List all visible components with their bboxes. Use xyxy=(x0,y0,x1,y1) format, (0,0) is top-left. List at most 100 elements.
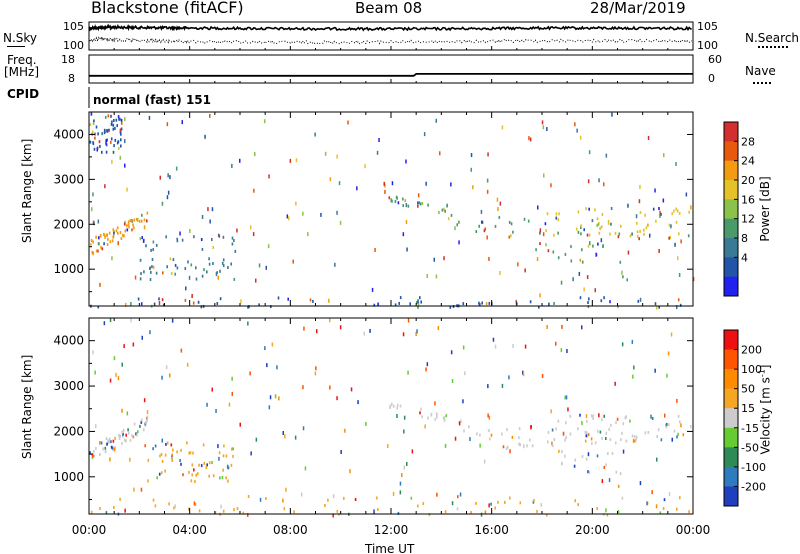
velocity-colorbar-tick-label: -200 xyxy=(741,480,766,493)
power-pixel xyxy=(200,238,203,241)
power-pixel xyxy=(216,302,219,305)
power-noise-pixel xyxy=(524,268,526,273)
power-pixel xyxy=(218,234,221,238)
velocity-pixel xyxy=(564,454,566,458)
power-pixel xyxy=(116,226,119,230)
velocity-pixel xyxy=(417,504,419,508)
nave-tick-top: 60 xyxy=(708,53,722,66)
power-noise-pixel xyxy=(472,185,474,190)
velocity-noise-pixel xyxy=(488,415,491,420)
power-pixel xyxy=(675,207,677,211)
beam-title: Beam 08 xyxy=(355,0,423,17)
velocity-pixel xyxy=(610,423,612,427)
velocity-pixel xyxy=(622,422,625,426)
velocity-pixel xyxy=(232,454,234,458)
power-pixel xyxy=(671,212,673,216)
power-noise-pixel xyxy=(537,205,539,210)
power-ytick-label: 2000 xyxy=(53,217,84,231)
power-pixel xyxy=(570,259,573,263)
power-noise-pixel xyxy=(295,201,297,206)
velocity-pixel xyxy=(125,433,127,437)
velocity-pixel xyxy=(501,432,503,436)
power-noise-pixel xyxy=(374,248,376,252)
power-pixel xyxy=(117,115,120,119)
power-colorbar-tick-label: 28 xyxy=(741,135,755,148)
power-pixel xyxy=(104,115,107,119)
velocity-panel-bg xyxy=(89,318,693,514)
power-pixel xyxy=(395,195,398,199)
power-pixel xyxy=(140,219,143,223)
velocity-pixel xyxy=(620,438,622,442)
velocity-pixel xyxy=(596,454,599,458)
velocity-noise-pixel xyxy=(407,318,410,323)
power-pixel xyxy=(647,223,649,227)
velocity-pixel xyxy=(144,422,146,426)
velocity-pixel xyxy=(428,513,431,517)
velocity-pixel xyxy=(532,500,535,504)
velocity-noise-pixel xyxy=(340,450,342,454)
power-noise-pixel xyxy=(253,188,255,193)
power-pixel xyxy=(618,232,621,236)
power-pixel xyxy=(270,305,272,309)
velocity-noise-pixel xyxy=(614,381,616,386)
power-noise-pixel xyxy=(201,215,204,219)
power-noise-pixel xyxy=(268,174,270,179)
power-pixel xyxy=(146,219,148,223)
power-noise-pixel xyxy=(265,265,267,270)
velocity-noise-pixel xyxy=(217,444,219,449)
power-pixel xyxy=(143,218,146,222)
velocity-pixel xyxy=(605,431,608,435)
velocity-pixel xyxy=(218,451,221,455)
power-pixel xyxy=(140,302,143,306)
power-pixel xyxy=(668,223,671,227)
power-pixel xyxy=(447,217,450,221)
power-pixel xyxy=(145,244,147,248)
power-data-points xyxy=(89,112,695,310)
velocity-pixel xyxy=(476,432,478,436)
nsky-tick-bottom: 100 xyxy=(63,39,84,52)
frequency-line xyxy=(89,73,693,77)
power-pixel xyxy=(592,244,594,248)
nsky-label: N.Sky xyxy=(3,31,38,45)
power-noise-pixel xyxy=(254,152,256,157)
velocity-pixel xyxy=(154,444,157,448)
power-noise-pixel xyxy=(286,214,289,219)
power-pixel xyxy=(233,277,236,281)
power-pixel xyxy=(117,140,120,144)
velocity-pixel xyxy=(188,507,190,511)
power-noise-pixel xyxy=(324,151,327,156)
velocity-noise-pixel xyxy=(479,443,481,448)
power-pixel xyxy=(508,235,511,239)
velocity-noise-pixel xyxy=(492,337,495,342)
power-noise-pixel xyxy=(166,195,169,200)
velocity-colorbar-tick-label: 200 xyxy=(741,344,762,357)
power-pixel xyxy=(141,236,143,240)
velocity-pixel xyxy=(553,438,556,441)
velocity-noise-pixel xyxy=(302,426,305,431)
power-noise-pixel xyxy=(376,150,379,155)
velocity-noise-pixel xyxy=(656,457,658,462)
power-pixel xyxy=(609,232,611,236)
power-pixel xyxy=(208,257,210,261)
velocity-noise-pixel xyxy=(501,383,504,388)
power-noise-pixel xyxy=(188,275,191,280)
power-colorbar-tick-label: 4 xyxy=(741,251,748,264)
velocity-pixel xyxy=(484,510,487,514)
power-pixel xyxy=(110,137,113,141)
velocity-pixel xyxy=(666,422,668,426)
velocity-pixel xyxy=(265,497,267,500)
velocity-pixel xyxy=(164,469,166,473)
power-pixel xyxy=(97,305,100,309)
power-pixel xyxy=(105,150,108,154)
velocity-pixel xyxy=(421,415,423,419)
velocity-noise-pixel xyxy=(434,401,436,406)
power-pixel xyxy=(111,239,114,243)
power-colorbar-tick-label: 12 xyxy=(741,213,755,226)
velocity-noise-pixel xyxy=(247,513,249,517)
velocity-pixel xyxy=(419,411,421,415)
power-noise-pixel xyxy=(439,151,441,156)
velocity-pixel xyxy=(468,425,470,429)
power-pixel xyxy=(597,242,599,246)
velocity-noise-pixel xyxy=(666,373,668,378)
velocity-pixel xyxy=(621,496,624,500)
